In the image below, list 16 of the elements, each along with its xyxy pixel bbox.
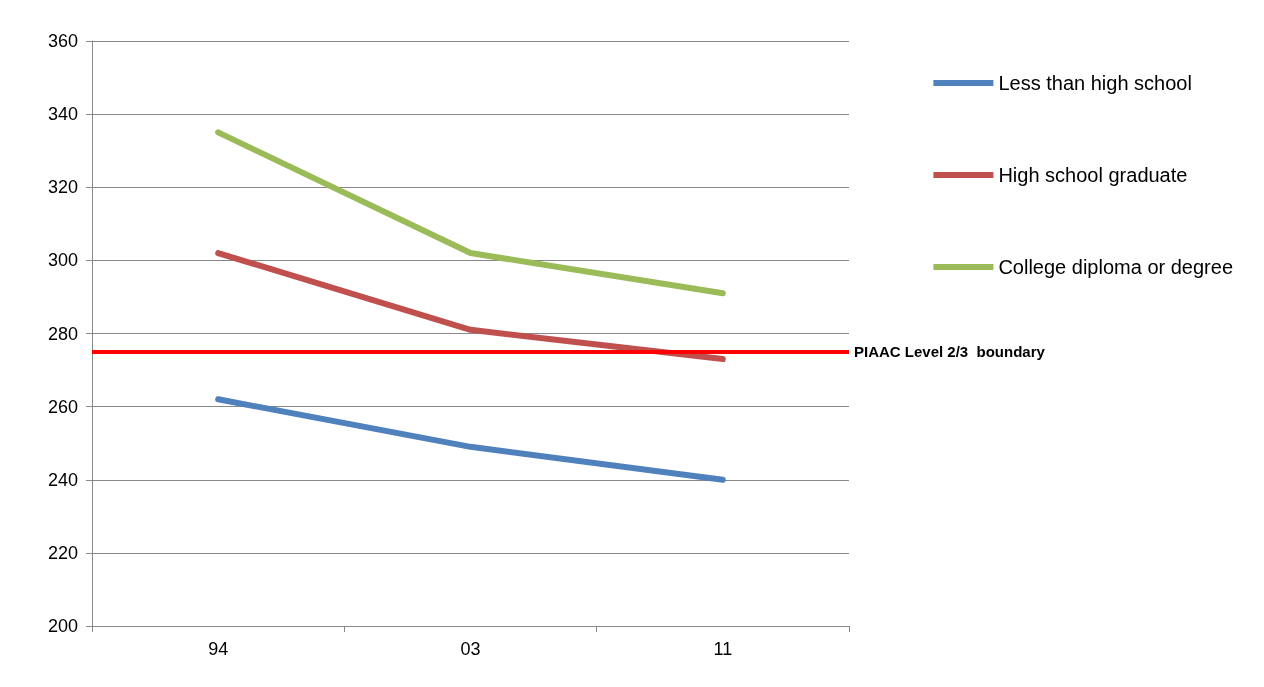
x-tick-label: 94: [208, 639, 229, 659]
y-tick-label: 360: [47, 31, 78, 51]
y-tick-label: 260: [47, 396, 78, 417]
y-tick-label: 240: [47, 469, 78, 490]
y-tick-label: 200: [47, 616, 78, 636]
legend-label: Less than high school: [998, 72, 1192, 94]
y-tick-label: 220: [47, 542, 78, 563]
legend-label: College diploma or degree: [998, 256, 1233, 278]
y-tick-label: 340: [47, 104, 78, 125]
legend-label: High school graduate: [998, 164, 1188, 186]
y-tick-label: 300: [47, 250, 78, 271]
x-tick-label: 11: [713, 639, 733, 659]
ref-line-label: PIAAC Level 2/3 boundary: [854, 343, 1046, 361]
x-tick-label: 03: [460, 639, 481, 659]
y-tick-label: 320: [47, 177, 78, 198]
y-tick-label: 280: [47, 323, 78, 344]
